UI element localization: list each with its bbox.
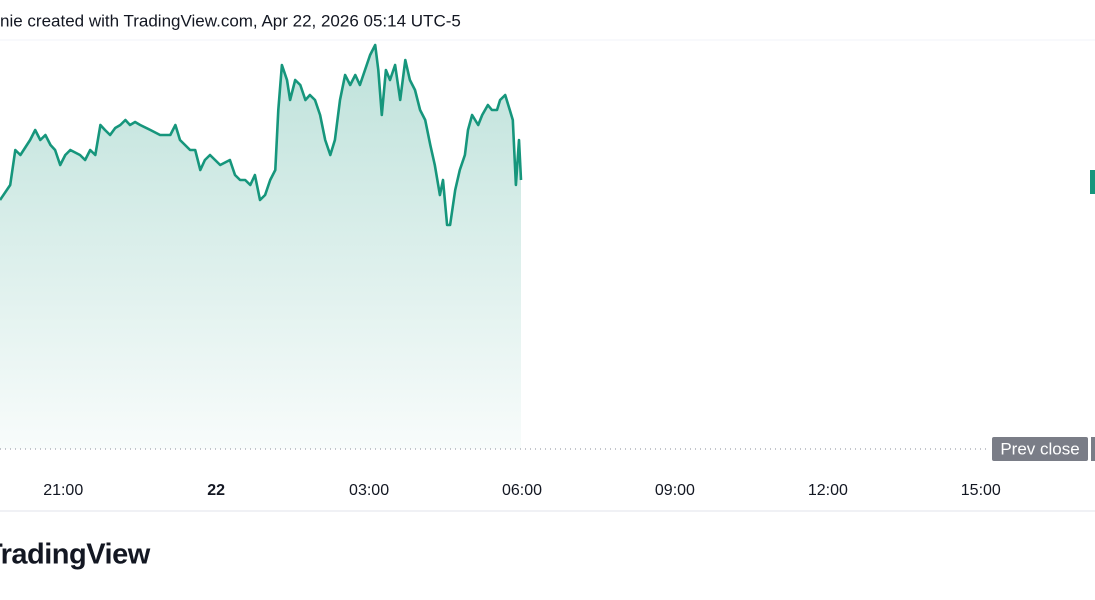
price-line bbox=[0, 43, 523, 227]
brand-logo: TradingView bbox=[0, 539, 151, 571]
prev-close-box bbox=[992, 437, 1088, 461]
prev-close-box-edge bbox=[1091, 437, 1095, 461]
x-tick-label: 09:00 bbox=[655, 482, 695, 499]
prev-close-label: Prev close bbox=[1000, 439, 1079, 458]
chart-title: nie created with TradingView.com, Apr 22… bbox=[0, 11, 461, 30]
area-fill bbox=[0, 45, 521, 449]
x-tick-label: 21:00 bbox=[43, 482, 83, 499]
x-tick-label: 03:00 bbox=[349, 482, 389, 499]
x-tick-label: 15:00 bbox=[961, 482, 1001, 499]
x-tick-label: 12:00 bbox=[808, 482, 848, 499]
x-tick-label: 06:00 bbox=[502, 482, 542, 499]
last-price-marker bbox=[1090, 170, 1095, 194]
x-tick-label: 22 bbox=[207, 482, 225, 499]
